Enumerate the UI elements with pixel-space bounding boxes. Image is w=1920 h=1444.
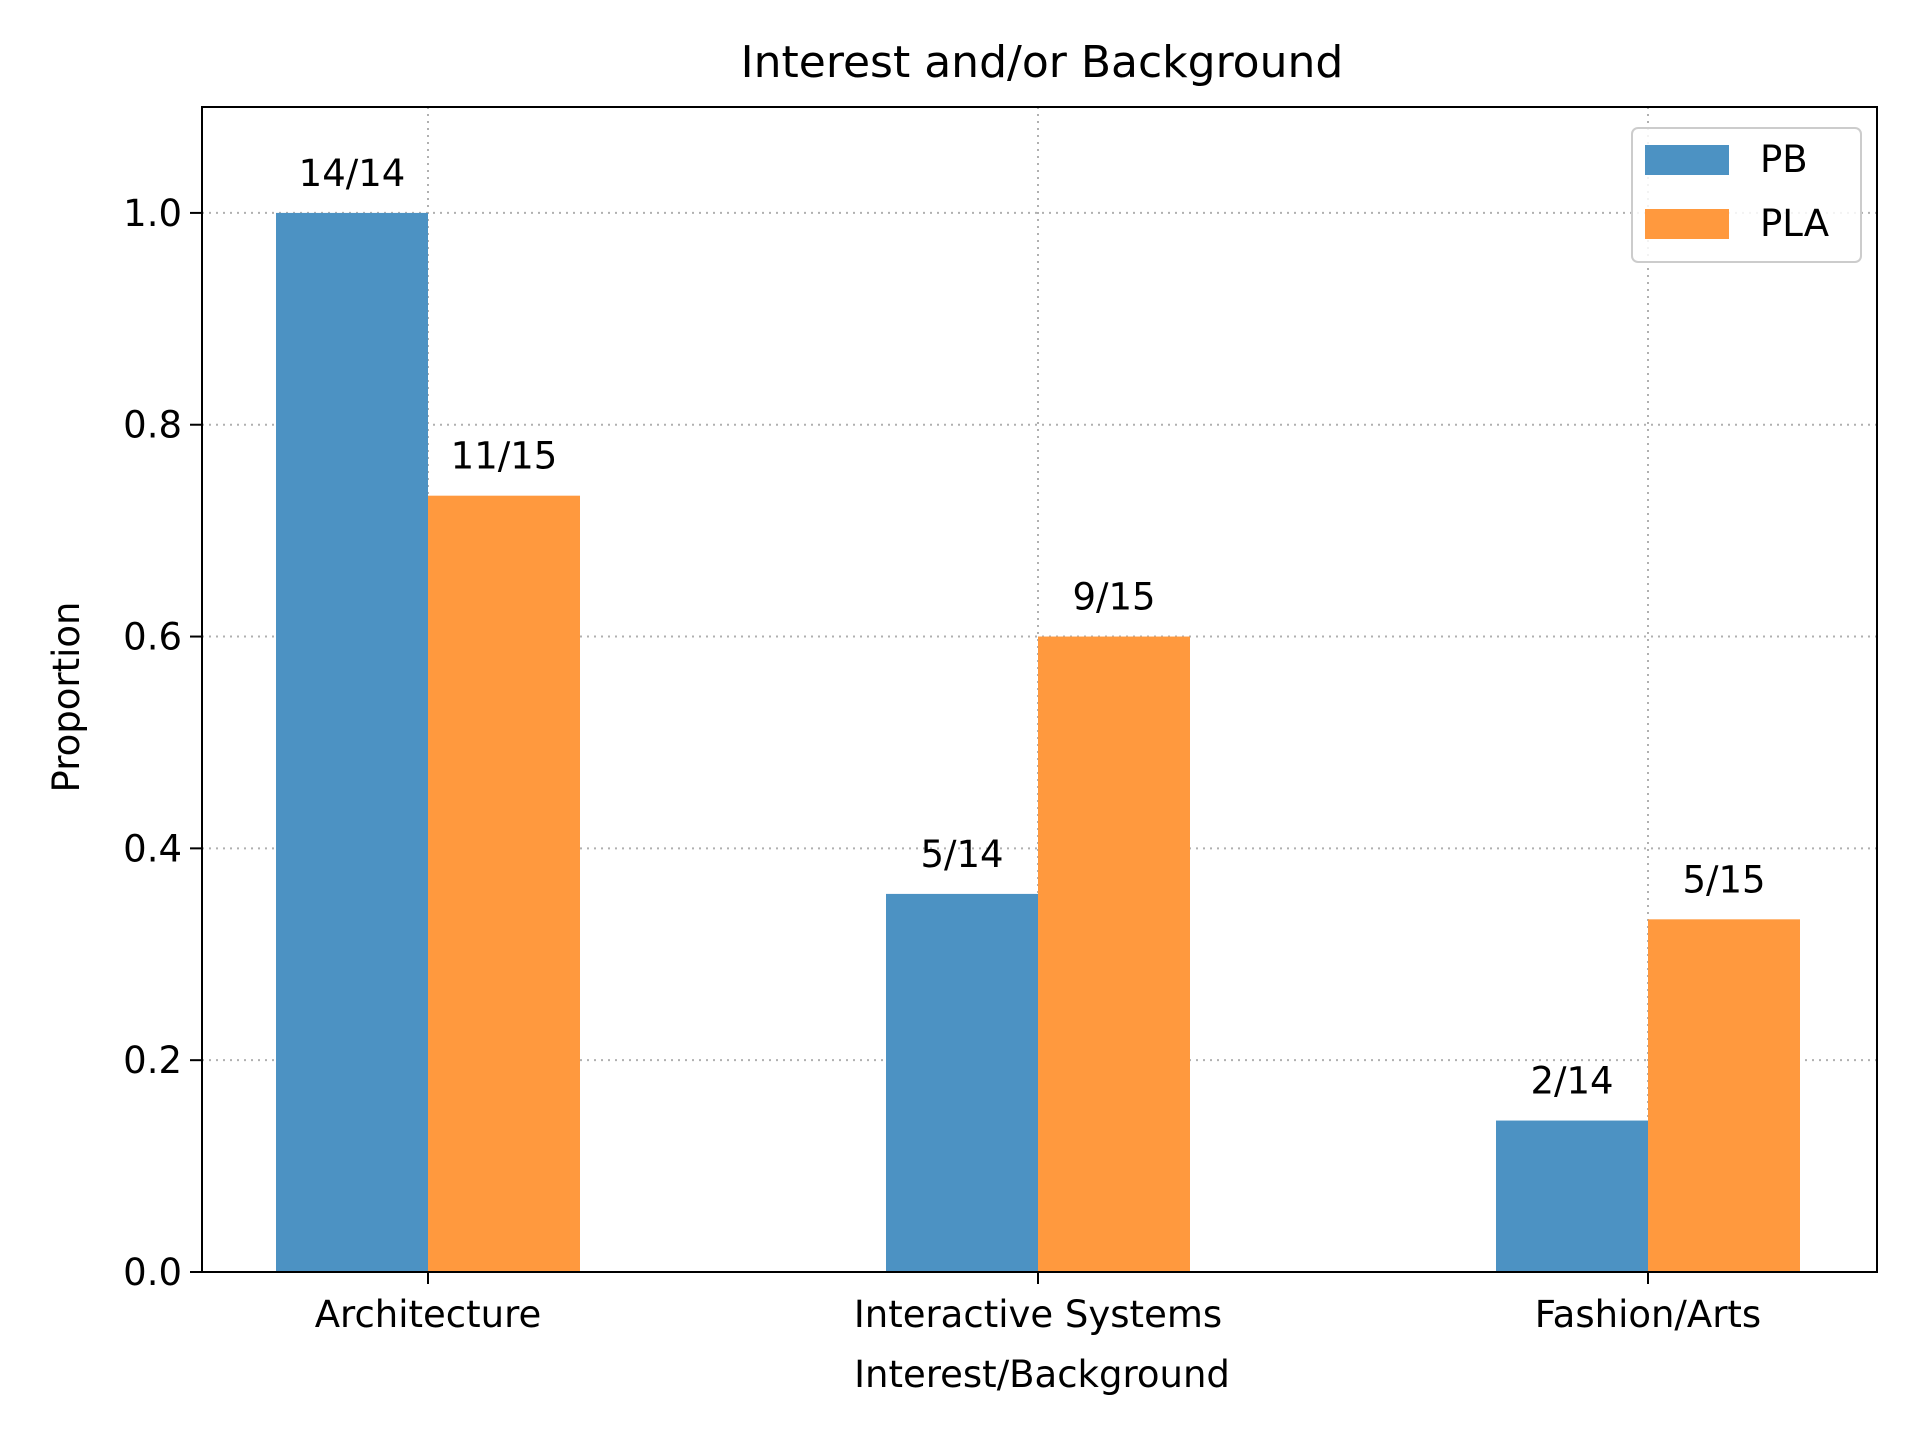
bar-pla xyxy=(1038,636,1190,1272)
x-tick-label: Interactive Systems xyxy=(854,1293,1222,1336)
bar-pb xyxy=(886,893,1038,1272)
y-tick-label: 0.4 xyxy=(123,827,182,870)
y-axis-label: Proportion xyxy=(45,602,88,793)
legend-label-pb: PB xyxy=(1760,138,1808,181)
legend: PB PLA xyxy=(1631,127,1862,263)
bar-pla xyxy=(428,495,580,1272)
bar-data-label: 14/14 xyxy=(299,152,406,195)
ticks-layer: 0.0 0.2 0.4 0.6 0.8 1.0 Architecture Interactiv… xyxy=(123,192,1761,1336)
y-tick-label: 1.0 xyxy=(123,192,182,235)
bar-pb xyxy=(1496,1120,1648,1272)
data-labels-layer: 14/14 5/14 2/14 11/15 9/15 5/15 xyxy=(299,152,1766,1103)
bars-layer xyxy=(276,212,1800,1273)
x-axis-label: Interest/Background xyxy=(854,1353,1230,1396)
y-tick-label: 0.6 xyxy=(123,616,182,659)
y-tick-label: 0.0 xyxy=(123,1251,182,1294)
y-tick-label: 0.8 xyxy=(123,404,182,447)
legend-swatch-pla xyxy=(1645,209,1729,239)
legend-swatch-pb xyxy=(1645,145,1729,175)
bar-data-label: 9/15 xyxy=(1072,576,1155,619)
x-tick-label: Fashion/Arts xyxy=(1535,1293,1761,1336)
bar-data-label: 5/14 xyxy=(920,833,1003,876)
x-tick-label: Architecture xyxy=(315,1293,542,1336)
bar-pla xyxy=(1648,919,1800,1272)
plot-frame xyxy=(201,106,1878,1273)
bar-data-label: 11/15 xyxy=(451,435,558,478)
legend-label-pla: PLA xyxy=(1760,202,1829,245)
bar-data-label: 5/15 xyxy=(1682,858,1765,901)
bar-data-label: 2/14 xyxy=(1530,1060,1613,1103)
y-tick-label: 0.2 xyxy=(123,1039,182,1082)
chart-title: Interest and/or Background xyxy=(741,37,1344,88)
bar-pb xyxy=(276,212,428,1273)
